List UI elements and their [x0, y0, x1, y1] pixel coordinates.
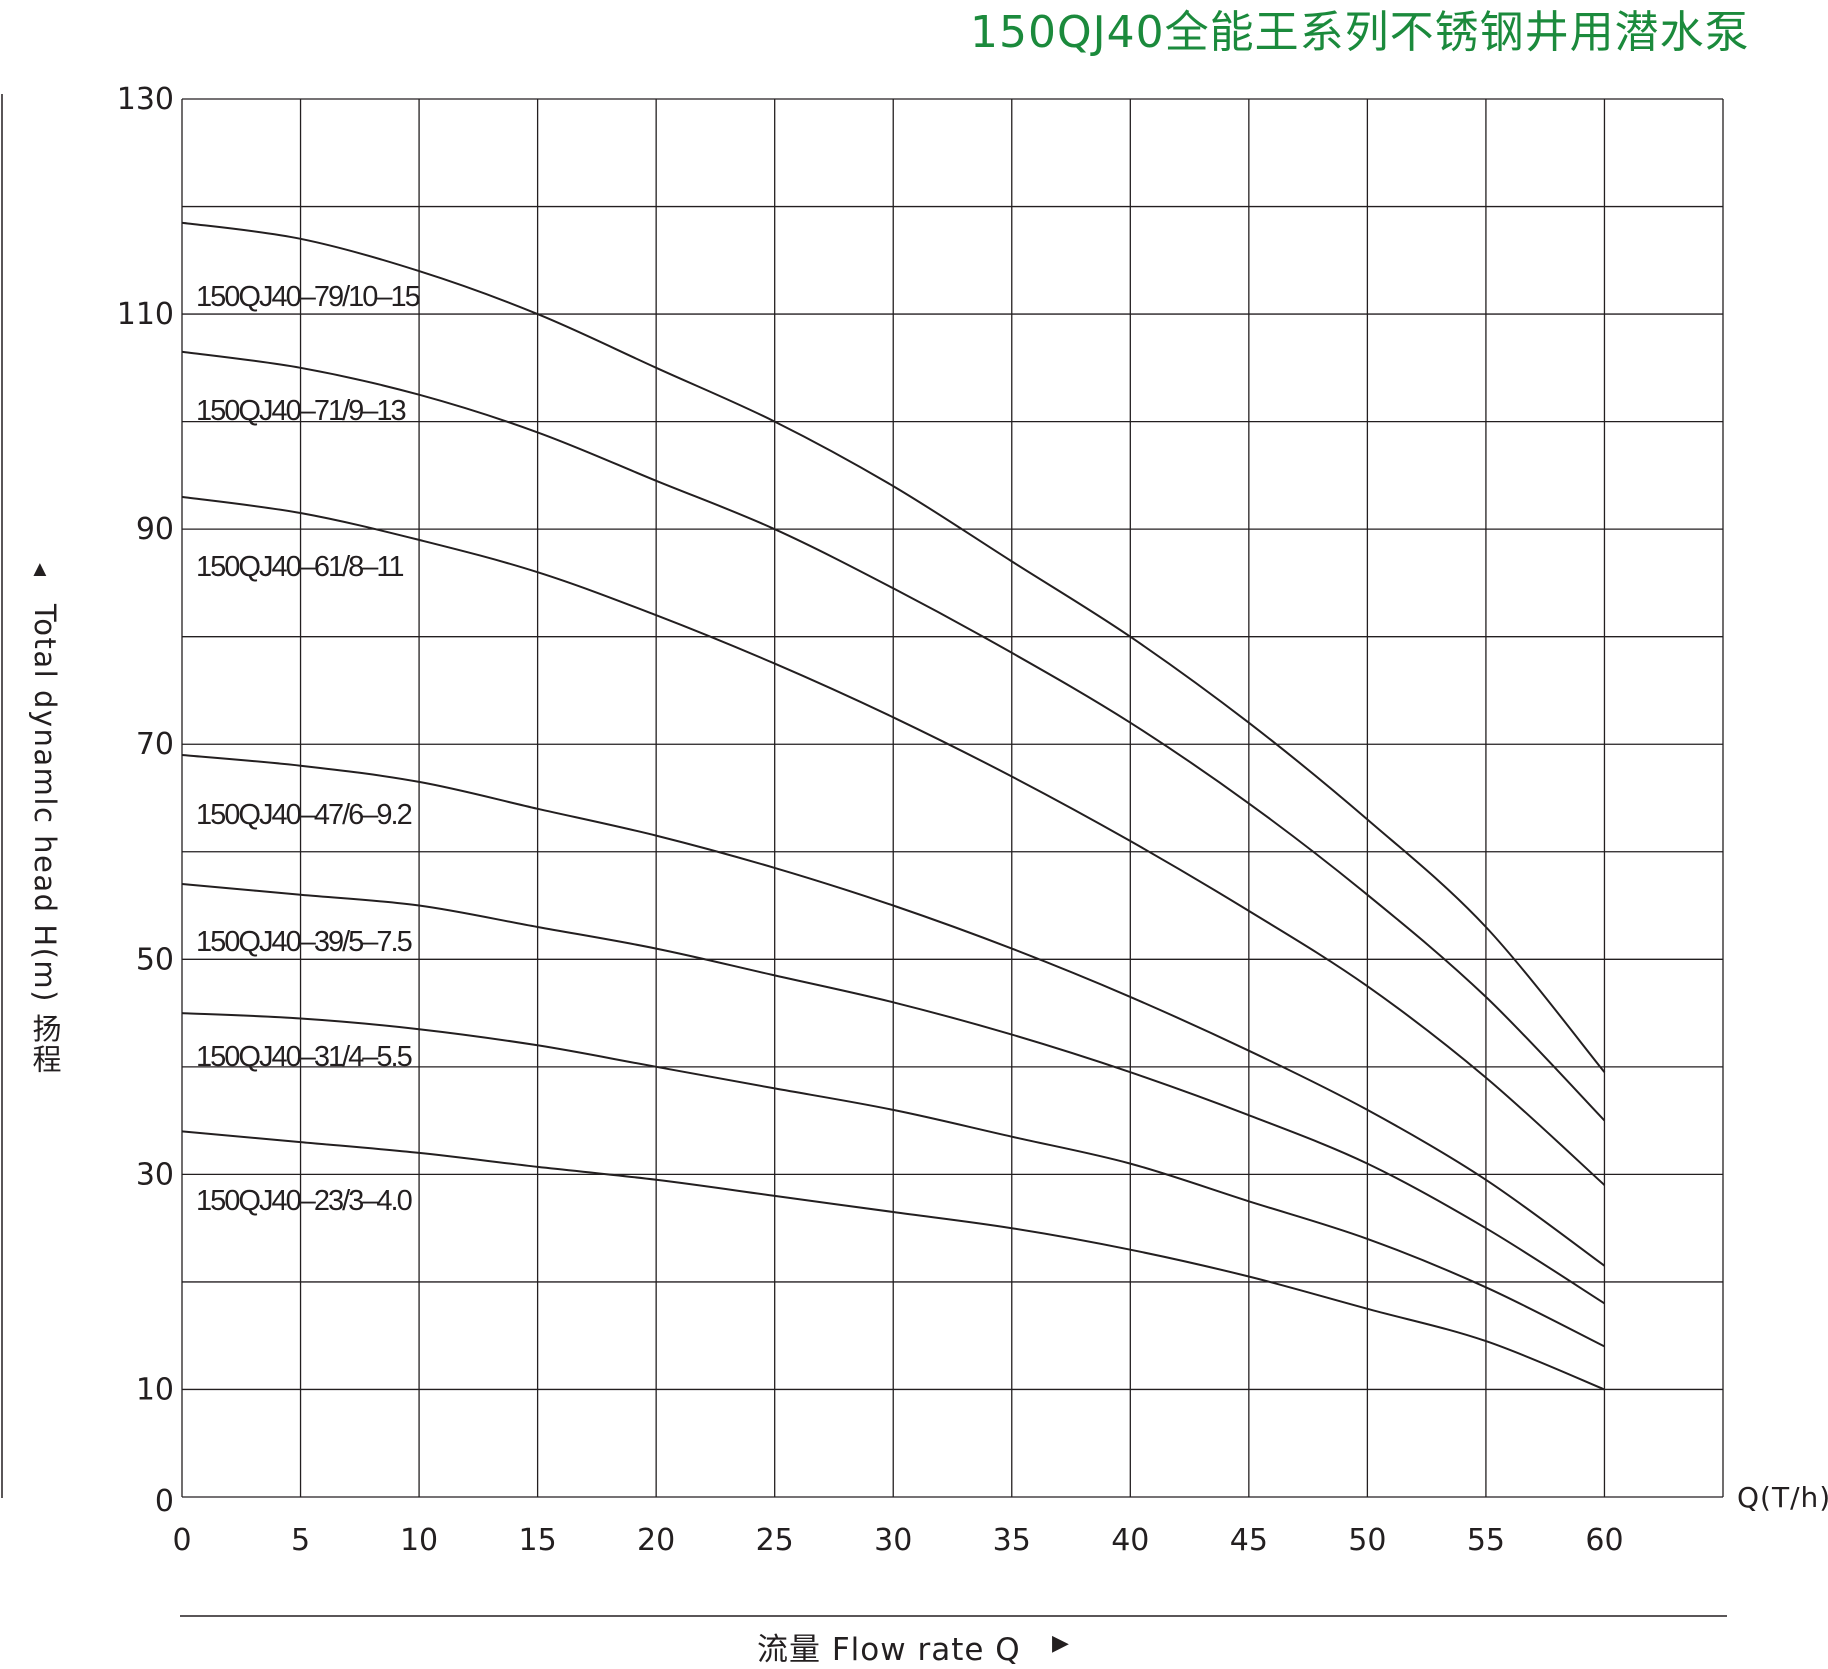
series-curve — [181, 883, 1606, 1305]
x-tick-label: 45 — [1230, 1523, 1268, 1558]
series-curve — [181, 495, 1606, 1186]
y-tick-label: 10 — [136, 1372, 174, 1407]
x-axis-label: 流量 Flow rate Q — [757, 1632, 1021, 1668]
x-tick-label: 35 — [993, 1523, 1031, 1558]
x-tick-label: 40 — [1111, 1523, 1149, 1558]
x-tick-label: 25 — [756, 1523, 794, 1558]
y-tick-label: 110 — [117, 297, 174, 332]
y-tick-label: 130 — [117, 82, 174, 117]
grid — [181, 98, 1724, 1498]
series-label: 150QJ40–61/8–11 — [196, 551, 403, 583]
x-tick-label: 15 — [519, 1523, 557, 1558]
series-label: 150QJ40–47/6–9.2 — [196, 799, 412, 831]
series-curve — [181, 1012, 1605, 1348]
x-tick-label: 30 — [874, 1523, 912, 1558]
series-curve — [181, 754, 1606, 1267]
y-tick-labels: 0 10 30 50 70 90 110 130 — [117, 82, 174, 1519]
y-tick-label: 30 — [136, 1157, 174, 1192]
x-tick-label: 0 — [172, 1523, 191, 1558]
x-tick-label: 60 — [1585, 1523, 1623, 1558]
y-tick-label: 90 — [136, 512, 174, 547]
x-tick-label: 20 — [637, 1523, 675, 1558]
curves — [181, 221, 1606, 1391]
x-tick-label: 10 — [400, 1523, 438, 1558]
triangle-up-icon: ▲ — [29, 556, 51, 581]
series-curve — [181, 1130, 1605, 1391]
series-curve — [181, 221, 1606, 1073]
x-tick-labels: 0 5 10 15 20 25 30 35 40 45 50 55 60 — [172, 1523, 1623, 1558]
y-axis-label: Total dynamlc head H(m) 扬程 — [28, 604, 62, 1075]
x-axis-unit: Q(T/h) — [1737, 1481, 1828, 1514]
x-tick-label: 50 — [1348, 1523, 1386, 1558]
series-label: 150QJ40–39/5–7.5 — [196, 926, 412, 958]
x-tick-label: 5 — [291, 1523, 310, 1558]
series-labels: 150QJ40–79/10–15 150QJ40–71/9–13 150QJ40–6… — [196, 281, 422, 1217]
y-tick-label: 0 — [155, 1484, 174, 1519]
x-tick-label: 55 — [1467, 1523, 1505, 1558]
triangle-right-icon: ▶ — [1052, 1630, 1069, 1655]
series-label: 150QJ40–31/4–5.5 — [196, 1041, 412, 1073]
y-tick-label: 50 — [136, 942, 174, 977]
chart-title: 150QJ40全能王系列不锈钢井用潜水泵 — [970, 7, 1750, 58]
series-curve — [181, 350, 1606, 1122]
series-label: 150QJ40–71/9–13 — [196, 395, 406, 427]
y-tick-label: 70 — [136, 727, 174, 762]
series-label: 150QJ40–79/10–15 — [196, 281, 420, 313]
series-label: 150QJ40–23/3–4.0 — [196, 1185, 412, 1217]
